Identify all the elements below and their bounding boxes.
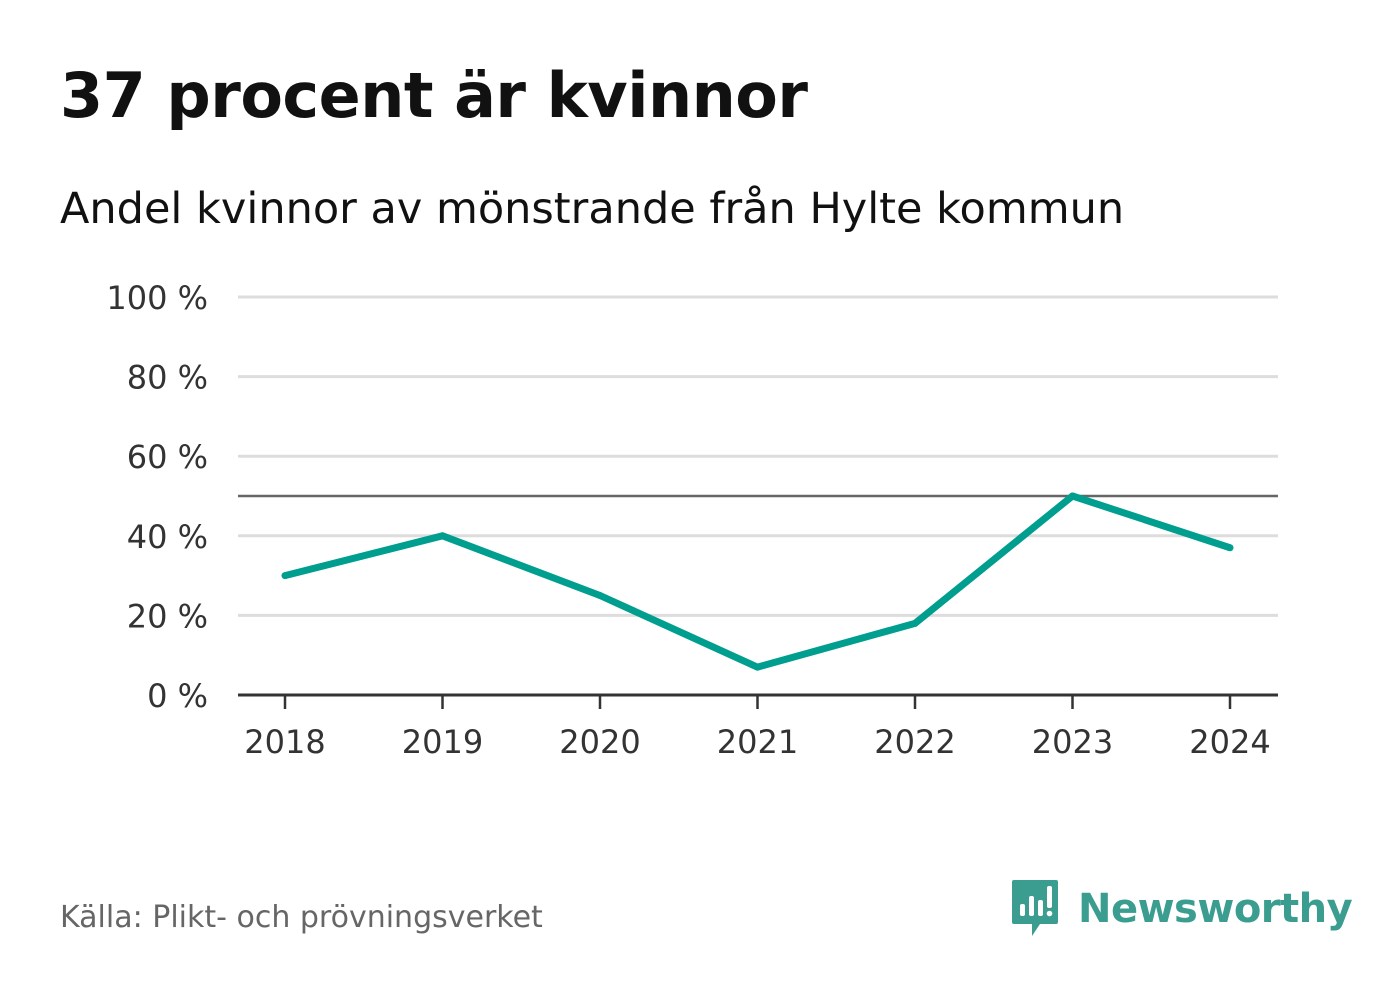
- x-tick-label: 2023: [1032, 723, 1113, 761]
- newsworthy-logo-icon: [1012, 880, 1058, 936]
- x-tick-label: 2018: [244, 723, 325, 761]
- x-tick-label: 2019: [402, 723, 483, 761]
- source-note: Källa: Plikt- och prövningsverket: [60, 900, 543, 935]
- y-tick-label: 80 %: [127, 359, 208, 397]
- chart-subtitle: Andel kvinnor av mönstrande från Hylte k…: [60, 184, 1125, 234]
- x-axis-ticks: 2018 2019 2020 2021 2022 2023 2024: [244, 695, 1271, 761]
- data-point: [1069, 492, 1076, 500]
- chart-title: 37 procent är kvinnor: [60, 59, 808, 132]
- y-tick-label: 60 %: [127, 438, 208, 476]
- x-tick-label: 2022: [874, 723, 955, 761]
- y-tick-label: 100 %: [106, 279, 208, 317]
- grid-lines: [238, 295, 1278, 617]
- brand-name: Newsworthy: [1078, 886, 1353, 932]
- data-point: [439, 532, 446, 540]
- y-tick-label: 20 %: [127, 597, 208, 635]
- series-line: [284, 492, 1232, 671]
- y-axis-ticks: 0 % 20 % 40 % 60 % 80 % 100 %: [106, 279, 208, 715]
- data-point: [911, 619, 919, 627]
- brand-logo: Newsworthy: [1010, 878, 1353, 940]
- data-point: [754, 663, 761, 671]
- data-point: [1226, 544, 1234, 552]
- x-tick-label: 2024: [1189, 723, 1270, 761]
- series-group: [281, 492, 1234, 671]
- x-tick-label: 2020: [559, 723, 640, 761]
- line-chart: 0 % 20 % 40 % 60 % 80 % 100 % 2018 2019 2020 202…: [106, 279, 1278, 761]
- x-tick-label: 2021: [717, 723, 798, 761]
- y-tick-label: 0 %: [147, 677, 208, 715]
- data-point: [596, 592, 604, 599]
- data-point: [281, 572, 289, 580]
- y-tick-label: 40 %: [127, 518, 208, 556]
